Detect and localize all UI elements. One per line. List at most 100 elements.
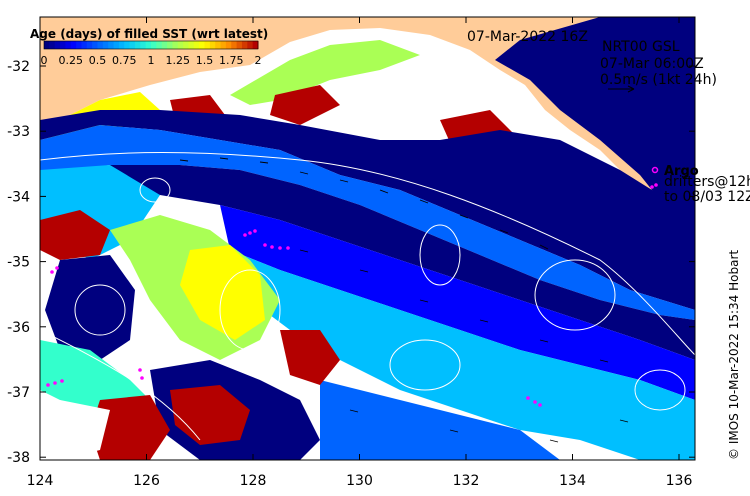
x-tick-label: 124 xyxy=(27,473,54,489)
colorbar-segment xyxy=(204,41,211,49)
product-name: NRT00 GSL xyxy=(602,39,680,55)
west-red-3 xyxy=(170,385,250,445)
west-white-cloud xyxy=(40,400,110,460)
colorbar-border xyxy=(43,40,259,50)
colorbar-segment xyxy=(247,41,254,49)
west-red-2 xyxy=(90,395,170,460)
colorbar-segment xyxy=(241,41,248,49)
map-area xyxy=(40,17,695,460)
band-cyan xyxy=(230,250,695,460)
colorbar-segment xyxy=(156,41,163,49)
sst-contours xyxy=(40,152,695,441)
colorbar-segment xyxy=(124,41,131,49)
y-tick-label: -33 xyxy=(7,124,30,140)
y-tick-label: -36 xyxy=(7,320,30,336)
argo-drifter-tracks xyxy=(46,183,658,407)
colorbar-segment xyxy=(177,41,184,49)
x-tick-label: 126 xyxy=(133,473,160,489)
east-dark-blue xyxy=(495,17,695,230)
x-axis: 124 126 128 130 132 134 136 xyxy=(27,17,693,489)
colorbar-tick-label: 0.5 xyxy=(89,54,107,67)
argo-marker-icon xyxy=(651,166,659,174)
colorbar-segment xyxy=(215,41,222,49)
colorbar-tick-label: 0.25 xyxy=(59,54,84,67)
band-dark-1 xyxy=(40,110,695,310)
x-tick-label: 136 xyxy=(666,473,693,489)
colorbar-segment xyxy=(220,41,227,49)
colorbar-segment xyxy=(60,41,66,49)
colorbar-segment xyxy=(49,41,56,49)
west-dark xyxy=(45,255,135,360)
colorbar-segment xyxy=(76,41,82,49)
legend-colorbar xyxy=(43,40,259,50)
argo-drifters-line2: to 08/03 12Z xyxy=(664,189,750,205)
band-blue-3 xyxy=(320,380,560,460)
x-tick-label: 132 xyxy=(453,473,480,489)
y-axis: -32 -33 -34 -35 -36 -37 -38 xyxy=(7,59,695,466)
colorbar-segment xyxy=(92,41,98,49)
colorbar-segment xyxy=(97,41,104,49)
west-red xyxy=(40,210,110,260)
y-tick-label: -35 xyxy=(7,255,30,271)
colorbar-tick-label: 1.75 xyxy=(219,54,244,67)
coastal-red-2 xyxy=(270,85,340,125)
west-red-4 xyxy=(280,330,340,385)
band-blue-2 xyxy=(220,205,695,400)
argo-drifters-line1: drifters@12h xyxy=(664,174,750,190)
legend-tick-labels: 0 0.25 0.5 0.75 1 1.25 1.5 1.75 2 xyxy=(41,54,262,67)
y-tick-label: -37 xyxy=(7,385,30,401)
colorbar-segment xyxy=(167,41,173,49)
vector-scale-label: 0.5m/s (1kt 24h) xyxy=(600,72,717,88)
colorbar-segment xyxy=(134,41,141,49)
current-vectors xyxy=(179,157,629,443)
colorbar-segment xyxy=(193,41,200,49)
colorbar-segment xyxy=(225,41,232,49)
colorbar-segment xyxy=(54,41,61,49)
band-dark-2 xyxy=(110,165,695,360)
x-tick-label: 134 xyxy=(559,473,586,489)
colorbar-segment xyxy=(81,41,88,49)
x-tick-label: 128 xyxy=(240,473,267,489)
argo-label: Argo xyxy=(664,164,699,179)
colorbar-segment xyxy=(151,41,157,49)
colorbar-segment xyxy=(140,41,147,49)
colorbar-segment xyxy=(108,41,115,49)
imos-credit: © IMOS 10-Mar-2022 15:34 Hobart xyxy=(727,250,741,460)
colorbar-segment xyxy=(86,41,93,49)
colorbar-segment xyxy=(183,41,189,49)
colorbar-segment xyxy=(118,41,125,49)
colorbar-tick-label: 0 xyxy=(41,54,48,67)
legend-title: Age (days) of filled SST (wrt latest) xyxy=(30,27,268,41)
colorbar-segment xyxy=(102,41,109,49)
colorbar-segment xyxy=(252,41,259,49)
colorbar-segment xyxy=(129,41,136,49)
y-tick-label: -34 xyxy=(7,189,30,205)
band-blue xyxy=(40,125,695,320)
colorbar-tick-label: 1.5 xyxy=(196,54,214,67)
colorbar-segment xyxy=(145,41,152,49)
colorbar-segment xyxy=(161,41,168,49)
colorbar-segment xyxy=(231,41,238,49)
x-tick-label: 130 xyxy=(346,473,373,489)
colorbar-tick-label: 1.25 xyxy=(166,54,191,67)
y-tick-label: -38 xyxy=(7,450,30,466)
current-time: 07-Mar 06:00Z xyxy=(600,56,704,72)
map-frame xyxy=(39,16,696,461)
colorbar-tick-label: 0.75 xyxy=(112,54,137,67)
map-date: 07-Mar-2022 16Z xyxy=(467,29,588,45)
colorbar-tick-label: 2 xyxy=(255,54,262,67)
colorbar-segment xyxy=(65,41,72,49)
colorbar-segment xyxy=(172,41,179,49)
colorbar-segment xyxy=(113,41,120,49)
colorbar-segment xyxy=(70,41,77,49)
vector-scale-arrow-icon xyxy=(608,85,635,93)
colorbar-segment xyxy=(199,41,205,49)
colorbar-segment xyxy=(209,41,216,49)
colorbar-segment xyxy=(236,41,243,49)
colorbar-tick-label: 1 xyxy=(148,54,155,67)
colorbar-segment xyxy=(188,41,195,49)
colorbar-segment xyxy=(44,41,50,49)
coastal-green xyxy=(230,40,420,105)
y-tick-label: -32 xyxy=(7,59,30,75)
